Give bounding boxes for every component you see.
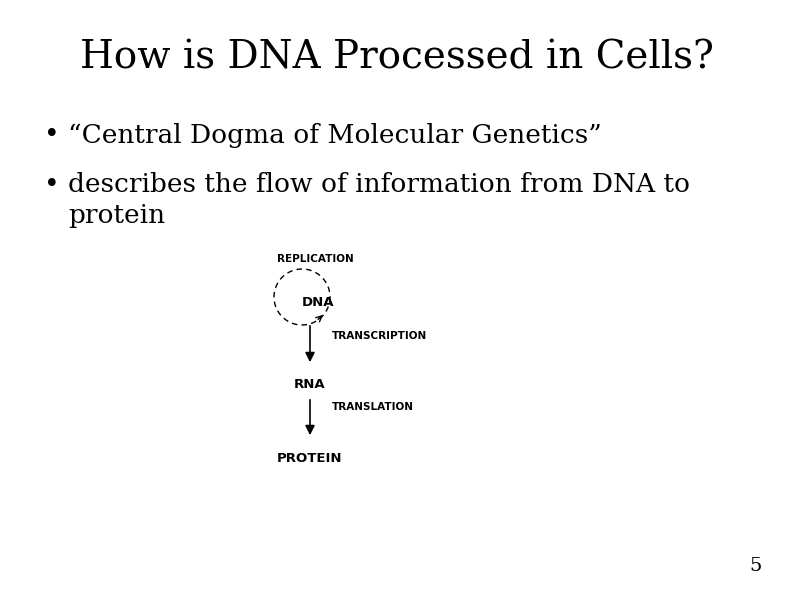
Text: protein: protein: [68, 202, 165, 227]
Text: TRANSCRIPTION: TRANSCRIPTION: [332, 331, 427, 341]
Text: How is DNA Processed in Cells?: How is DNA Processed in Cells?: [80, 39, 714, 77]
Text: PROTEIN: PROTEIN: [277, 452, 343, 465]
Text: •: •: [44, 173, 60, 198]
Text: •: •: [44, 123, 60, 148]
Text: describes the flow of information from DNA to: describes the flow of information from D…: [68, 173, 690, 198]
Text: DNA: DNA: [302, 296, 334, 309]
Text: RNA: RNA: [295, 378, 326, 392]
Text: 5: 5: [750, 557, 762, 575]
Text: “Central Dogma of Molecular Genetics”: “Central Dogma of Molecular Genetics”: [68, 123, 602, 148]
Text: REPLICATION: REPLICATION: [276, 254, 353, 264]
Text: TRANSLATION: TRANSLATION: [332, 402, 414, 412]
